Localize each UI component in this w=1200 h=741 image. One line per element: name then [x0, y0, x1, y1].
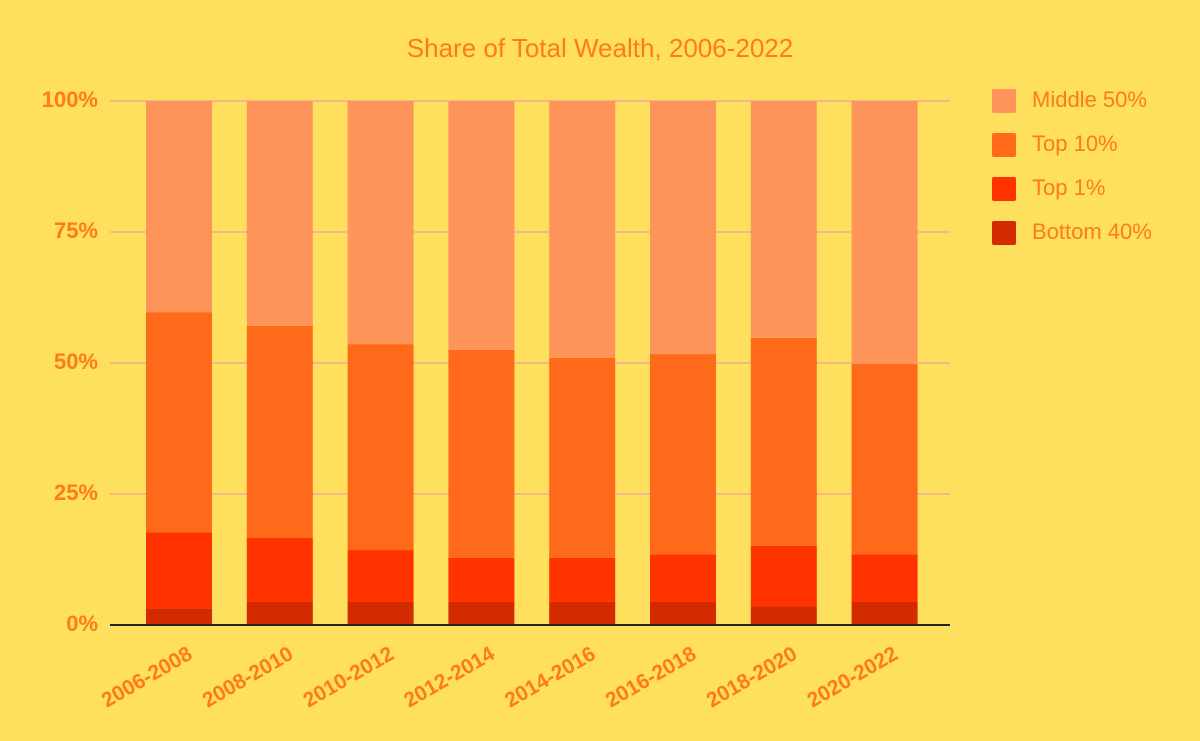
bar-segment — [246, 601, 313, 625]
bar-segment — [650, 601, 716, 625]
bar-segment — [246, 101, 313, 326]
bar-segment — [750, 606, 817, 625]
legend-swatch — [992, 89, 1016, 113]
bar-segment — [246, 325, 313, 539]
bar-segment — [851, 601, 918, 625]
bar-segment — [750, 101, 817, 338]
legend-swatch — [992, 133, 1016, 157]
bar-segment — [347, 601, 414, 625]
bar-segment — [549, 101, 616, 358]
y-tick-label: 100% — [42, 87, 98, 112]
y-tick-label: 0% — [66, 611, 98, 636]
bar-segment — [549, 357, 616, 558]
bar-segment — [448, 601, 515, 625]
bar-segment — [549, 557, 616, 602]
bar-segment — [448, 349, 515, 558]
bar-segment — [750, 337, 817, 546]
y-tick-label: 50% — [54, 349, 98, 374]
bar-segment — [750, 545, 817, 607]
bar-segment — [146, 312, 212, 533]
bar-segment — [851, 364, 918, 555]
bar-segment — [146, 608, 212, 625]
bar-segment — [851, 554, 918, 602]
legend-swatch — [992, 177, 1016, 201]
bar-segment — [650, 101, 716, 355]
bar-segment — [347, 344, 414, 551]
chart-title: Share of Total Wealth, 2006-2022 — [407, 33, 793, 63]
legend-swatch — [992, 221, 1016, 245]
bar-segment — [851, 101, 918, 365]
y-tick-label: 25% — [54, 480, 98, 505]
legend-label: Bottom 40% — [1032, 219, 1152, 244]
bar-segment — [448, 557, 515, 602]
legend-label: Top 1% — [1032, 175, 1105, 200]
bar-segment — [246, 538, 313, 602]
bar-segment — [549, 601, 616, 625]
legend-label: Middle 50% — [1032, 87, 1147, 112]
legend-label: Top 10% — [1032, 131, 1118, 156]
bar-segment — [347, 550, 414, 602]
y-tick-label: 75% — [54, 218, 98, 243]
bar-segment — [650, 554, 716, 602]
bar-segment — [146, 101, 212, 313]
bar-segment — [650, 354, 716, 555]
bar-segment — [146, 532, 212, 609]
bar-segment — [448, 101, 515, 350]
bar-segment — [347, 101, 414, 345]
